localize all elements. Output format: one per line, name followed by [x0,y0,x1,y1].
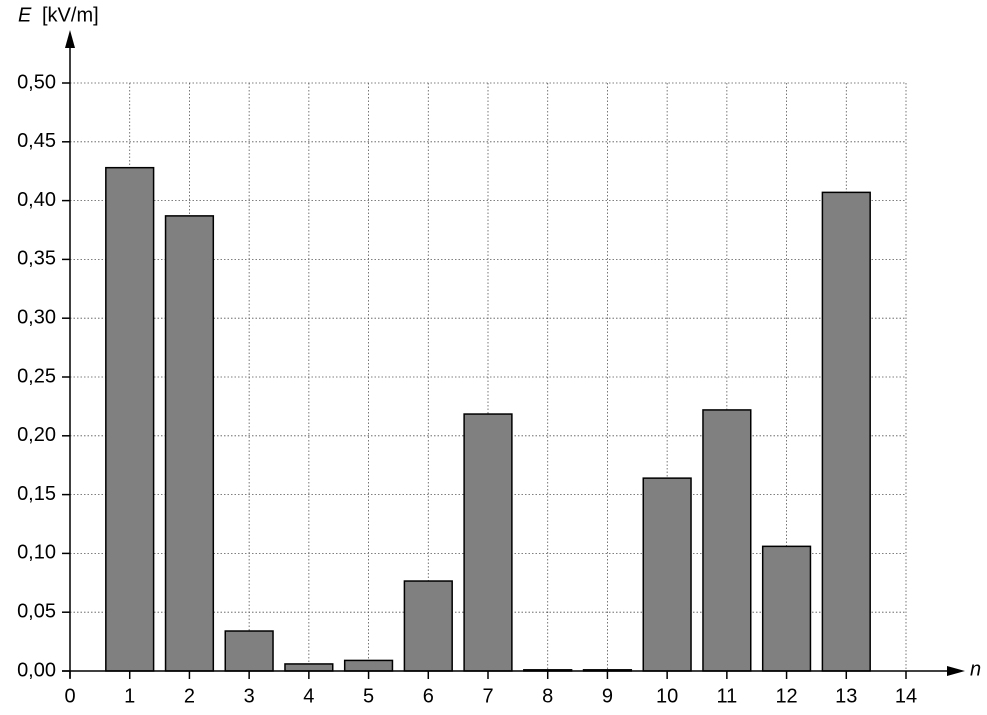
y-tick-label: 0,40 [17,189,56,211]
y-tick-label: 0,30 [17,306,56,328]
x-tick-label: 14 [895,685,917,707]
bar [761,545,812,672]
x-tick-label: 1 [124,685,135,707]
bar [403,580,453,672]
x-tick-label: 6 [423,685,434,707]
y-tick-label: 0,05 [17,600,56,622]
y-tick-label: 0,45 [17,130,56,152]
bar [343,659,394,672]
y-tick-label: 0,50 [17,71,56,93]
x-tick-label: 8 [542,685,553,707]
bar [284,663,334,672]
bar [642,477,692,672]
x-tick-label: 7 [482,685,493,707]
y-tick-label: 0,20 [17,424,56,446]
y-label-unit: [kV/m] [42,4,99,26]
x-tick-label: 5 [363,685,374,707]
y-tick-label: 0,10 [17,542,56,564]
bar [821,191,871,672]
y-axis-arrow [65,30,75,48]
x-tick-label: 0 [64,685,75,707]
x-tick-label: 2 [184,685,195,707]
y-tick-label: 0,35 [17,248,56,270]
y-tick-label: 0,25 [17,365,56,387]
x-tick-label: 12 [775,685,797,707]
x-tick-label: 3 [244,685,255,707]
x-axis-arrow [947,666,965,676]
y-tick-label: 0,15 [17,483,56,505]
x-label: n [970,658,981,680]
y-tick-label: 0,00 [17,659,56,681]
x-tick-label: 10 [656,685,678,707]
y-label-symbol: E [18,4,32,26]
x-tick-label: 13 [835,685,857,707]
x-tick-label: 9 [602,685,613,707]
bar [702,409,752,672]
bar [164,215,215,672]
x-tick-label: 4 [303,685,314,707]
bar [463,413,513,672]
bar [105,166,155,672]
x-tick-label: 11 [716,685,737,707]
bar [224,630,274,672]
